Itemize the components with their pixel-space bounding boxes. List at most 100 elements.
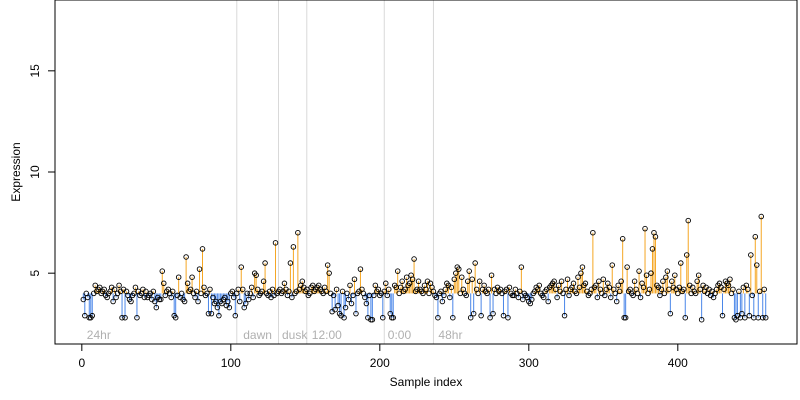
data-point-73 (187, 286, 194, 293)
data-point-226 (415, 278, 422, 285)
data-point-336 (579, 264, 586, 270)
data-point-363 (619, 236, 626, 242)
data-point-106 (237, 298, 243, 305)
data-point-101 (229, 288, 236, 295)
data-point-63 (172, 314, 179, 321)
data-point-4 (85, 294, 91, 301)
data-point-183 (351, 276, 358, 282)
data-point-434 (725, 282, 732, 289)
data-point-248 (448, 284, 455, 291)
data-point-395 (667, 310, 674, 317)
data-point-381 (646, 286, 653, 293)
data-point-431 (721, 286, 727, 293)
data-point-391 (661, 290, 668, 297)
data-point-355 (608, 294, 614, 301)
data-point-110 (242, 300, 249, 307)
data-point-171 (333, 286, 340, 293)
data-point-81 (199, 246, 206, 252)
data-point-430 (719, 312, 726, 319)
data-point-153 (307, 290, 313, 297)
data-point-414 (695, 272, 702, 278)
data-point-203 (381, 288, 388, 295)
data-point-307 (536, 282, 542, 289)
data-point-166 (326, 270, 332, 276)
data-point-145 (295, 229, 301, 236)
data-point-373 (634, 290, 641, 297)
data-point-392 (663, 274, 669, 280)
data-point-177 (342, 304, 349, 311)
data-point-233 (426, 290, 432, 297)
data-point-21 (110, 298, 116, 305)
data-point-99 (226, 304, 233, 311)
data-point-118 (254, 286, 261, 293)
data-point-263 (470, 310, 477, 317)
data-point-122 (260, 278, 267, 285)
data-point-82 (201, 284, 207, 291)
data-point-268 (478, 312, 484, 319)
data-point-286 (505, 314, 511, 321)
condition-labels: 24hr dawn dusk 12:00 0:00 48hr (87, 328, 463, 342)
data-point-407 (685, 217, 691, 224)
data-point-383 (649, 246, 656, 252)
data-point-35 (131, 290, 137, 297)
data-point-435 (727, 276, 733, 282)
data-point-184 (353, 310, 359, 317)
data-point-27 (119, 314, 125, 321)
data-point-318 (552, 286, 559, 293)
data-point-213 (396, 290, 402, 297)
data-point-326 (564, 276, 571, 282)
x-axis-label: Sample index (390, 375, 463, 389)
data-point-244 (442, 286, 449, 293)
data-point-458 (761, 286, 767, 293)
data-point-238 (433, 294, 440, 301)
data-point-148 (299, 278, 306, 285)
data-point-445 (742, 314, 748, 321)
data-point-170 (332, 306, 338, 313)
data-point-413 (694, 278, 700, 285)
data-point-450 (749, 292, 756, 299)
data-point-261 (467, 314, 474, 321)
data-point-258 (463, 292, 469, 299)
data-point-172 (335, 302, 341, 309)
data-point-25 (116, 282, 122, 289)
data-point-1 (80, 296, 87, 303)
data-point-365 (622, 314, 629, 321)
data-point-53 (158, 296, 164, 303)
data-point-42 (141, 294, 148, 301)
data-point-212 (394, 268, 401, 274)
condition-label-2: dusk (282, 328, 308, 342)
data-point-164 (323, 288, 329, 295)
data-point-74 (189, 274, 195, 280)
data-point-169 (330, 292, 337, 299)
data-point-151 (304, 286, 310, 293)
data-point-33 (128, 298, 134, 305)
data-point-176 (341, 314, 347, 321)
data-point-456 (758, 213, 764, 220)
data-point-441 (736, 288, 742, 295)
data-point-377 (640, 284, 647, 291)
data-point-319 (554, 294, 560, 301)
data-point-202 (380, 314, 386, 321)
data-point-92 (216, 312, 222, 319)
data-point-102 (231, 294, 237, 301)
data-point-393 (664, 268, 671, 274)
data-point-128 (269, 286, 276, 293)
data-point-347 (596, 278, 602, 285)
data-point-374 (636, 268, 642, 274)
data-point-178 (344, 290, 350, 297)
data-point-323 (560, 290, 566, 297)
data-point-366 (624, 264, 630, 270)
data-point-15 (101, 286, 107, 293)
data-point-247 (447, 294, 453, 301)
y-tick-label-15: 15 (28, 64, 42, 78)
data-point-86 (207, 286, 213, 293)
stems-layer (82, 216, 767, 320)
data-point-360 (615, 282, 621, 289)
data-point-335 (578, 270, 584, 276)
data-point-217 (402, 286, 408, 293)
data-point-222 (409, 276, 416, 282)
data-point-259 (464, 278, 471, 285)
data-point-205 (384, 292, 391, 299)
data-point-274 (487, 314, 493, 321)
